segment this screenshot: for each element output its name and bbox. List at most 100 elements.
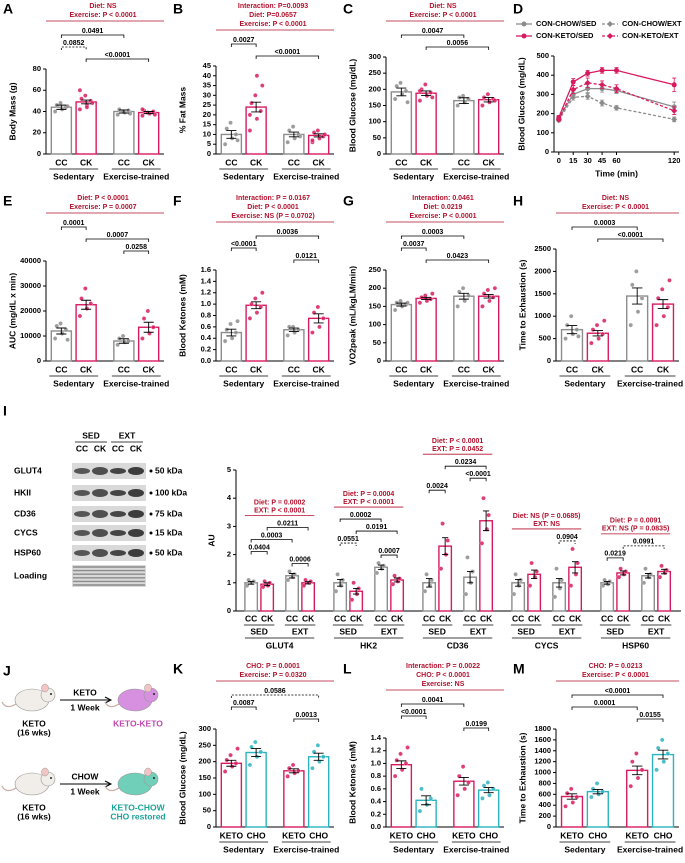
data-point [140, 113, 145, 119]
mouse-ear [144, 683, 152, 693]
y-tick-label: 200 [198, 757, 211, 766]
data-point [340, 577, 345, 583]
data-point [392, 573, 397, 579]
y-tick-label: 1.4 [371, 733, 382, 742]
y-tick-label: 600 [538, 789, 551, 798]
p-value-label: 0.0007 [107, 232, 129, 239]
p-value-label: <0.0001 [465, 471, 491, 478]
y-tick-label: 3 [227, 521, 231, 530]
error-bar [660, 568, 668, 575]
significance-bracket [85, 58, 150, 62]
data-point [84, 306, 90, 311]
error-bar [226, 759, 237, 767]
error-bar [304, 581, 312, 585]
y-axis-label: Blood Ketones (mM) [177, 274, 187, 357]
blot-strip [72, 525, 146, 541]
significance-bracket [250, 539, 293, 543]
x-tick-label: KETO [390, 830, 414, 840]
stat-label: EXT: NS (P = 0.0835) [602, 526, 669, 533]
group-label: Sedentary [564, 378, 605, 388]
marker [613, 104, 620, 111]
data-point [568, 583, 574, 588]
p-value-label: 0.0258 [126, 244, 148, 251]
data-point [574, 794, 580, 800]
group-label: Exercise-trained [617, 378, 683, 388]
stat-label: Exercise: P < 0.0001 [239, 21, 306, 28]
error-bar [143, 321, 154, 333]
y-tick-label: 45 [203, 61, 211, 70]
stat-label: Diet: NS (P = 0.0685) [513, 513, 581, 520]
p-value-label: <0.0001 [605, 688, 631, 695]
data-point [398, 751, 403, 757]
data-point [392, 307, 398, 313]
data-point [648, 572, 653, 577]
y-axis-label: Time to Exhaustion (s) [517, 732, 527, 823]
data-point [335, 572, 340, 577]
start-label: (16 wks) [17, 727, 51, 737]
mouse-tail [1, 701, 17, 708]
y-tick-label: 40000 [20, 256, 41, 265]
data-point [659, 287, 665, 292]
stat-label: EXT: NS [533, 521, 560, 528]
x-tick-label: CHO [654, 830, 673, 840]
data-point [338, 583, 344, 588]
data-point [235, 746, 240, 751]
panel-letter: G [343, 193, 354, 209]
error-bar [592, 788, 604, 795]
data-point [667, 278, 672, 283]
data-point [440, 521, 445, 526]
marker [585, 70, 591, 76]
data-point [430, 95, 435, 100]
error-bar [483, 293, 494, 299]
p-value-label: <0.0001 [231, 241, 257, 248]
p-value-label: 0.0007 [378, 548, 400, 555]
y-tick-label: 300 [536, 89, 549, 98]
p-value-label: 0.0211 [277, 520, 298, 527]
data-point [403, 761, 409, 766]
data-point [145, 308, 151, 314]
p-value-label: 0.0001 [594, 700, 616, 707]
x-tick-label: CC [225, 157, 237, 167]
data-point [228, 120, 233, 125]
marker [607, 33, 613, 39]
data-point [141, 316, 147, 321]
data-point [481, 495, 486, 501]
data-point [260, 83, 265, 88]
error-bar [483, 96, 494, 103]
x-tick-label: CK [569, 613, 582, 623]
data-point [594, 322, 600, 328]
group-label: Exercise-trained [273, 171, 339, 181]
group-label: Sedentary [223, 171, 264, 181]
y-tick-label: 1000 [534, 311, 551, 320]
stat-label: Diet: P = 0.0002 [254, 499, 306, 506]
data-point [641, 580, 647, 586]
stat-label: Exercise: P = 0.0320 [239, 672, 306, 679]
data-point [392, 96, 398, 102]
significance-bracket [250, 551, 268, 555]
significance-bracket [123, 250, 150, 254]
data-point [428, 90, 433, 95]
x-tick-label: CHO [247, 830, 266, 840]
y-tick-label: 800 [538, 778, 551, 787]
data-point [52, 336, 58, 341]
y-tick-label: 0.2 [371, 809, 381, 818]
significance-bracket [606, 557, 624, 561]
x-tick-label: CK [80, 364, 93, 374]
row-label: CYCS [14, 527, 38, 537]
error-bar [571, 561, 579, 574]
stat-label: CHO: P = 0.0001 [246, 663, 300, 670]
error-bar [396, 760, 407, 769]
data-point [392, 773, 398, 779]
sub-label: EXT [648, 626, 665, 636]
data-point [596, 792, 601, 797]
sub-label: SED [250, 626, 267, 636]
y-axis-label: AU [206, 534, 216, 546]
significance-bracket [266, 527, 309, 531]
y-tick-label: 0 [545, 147, 549, 156]
data-point [422, 589, 428, 594]
stat-label: Interaction: 0.0461 [412, 195, 474, 202]
p-value-label: 0.0423 [447, 253, 469, 260]
stat-label: Diet: P < 0.0001 [432, 438, 484, 445]
mouse-eye [50, 777, 52, 779]
data-point [249, 100, 254, 106]
